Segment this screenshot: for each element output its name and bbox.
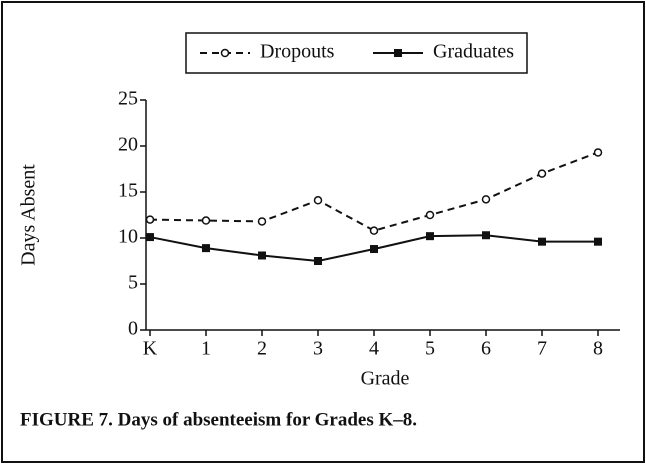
point (594, 237, 602, 246)
y-tick-label: 0 (128, 318, 138, 340)
x-tick-label: 2 (257, 338, 267, 360)
y-tick-label: 20 (118, 134, 138, 156)
point (258, 251, 266, 260)
x-tick-label: 8 (593, 338, 603, 360)
y-tick-label: 10 (118, 226, 138, 248)
point (146, 233, 154, 242)
point (202, 244, 210, 253)
point (257, 217, 267, 226)
x-tick-label: 5 (425, 338, 435, 360)
caption: FIGURE 7. Days of absenteeism for Grades… (20, 409, 417, 430)
point (201, 216, 211, 225)
legend-marker (394, 49, 402, 57)
y-tick-label: 25 (118, 88, 138, 110)
point (482, 231, 490, 240)
x-tick-label: 3 (313, 338, 323, 360)
x-tick-label: 7 (537, 338, 547, 360)
legend-box (185, 32, 528, 74)
legend-label: Dropouts (260, 41, 335, 63)
point (425, 210, 435, 220)
y-tick-label: 15 (118, 180, 138, 202)
y-tick-label: 5 (128, 272, 138, 294)
point (314, 257, 322, 265)
y-axis-label: Days Absent (18, 164, 40, 266)
series-line (149, 151, 599, 232)
x-tick-label: K (143, 338, 158, 360)
point (313, 196, 323, 205)
point (370, 245, 378, 254)
x-axis-label: Grade (361, 368, 410, 390)
x-tick-label: 6 (481, 338, 491, 360)
x-tick-label: 4 (369, 338, 379, 360)
point (593, 148, 603, 157)
point (369, 226, 379, 235)
legend-marker (220, 48, 230, 58)
point (537, 169, 547, 178)
x-tick-label: 1 (201, 338, 211, 360)
point (145, 215, 155, 224)
point (426, 232, 434, 241)
legend-label: Graduates (433, 41, 514, 63)
point (538, 237, 546, 246)
point (481, 195, 491, 204)
